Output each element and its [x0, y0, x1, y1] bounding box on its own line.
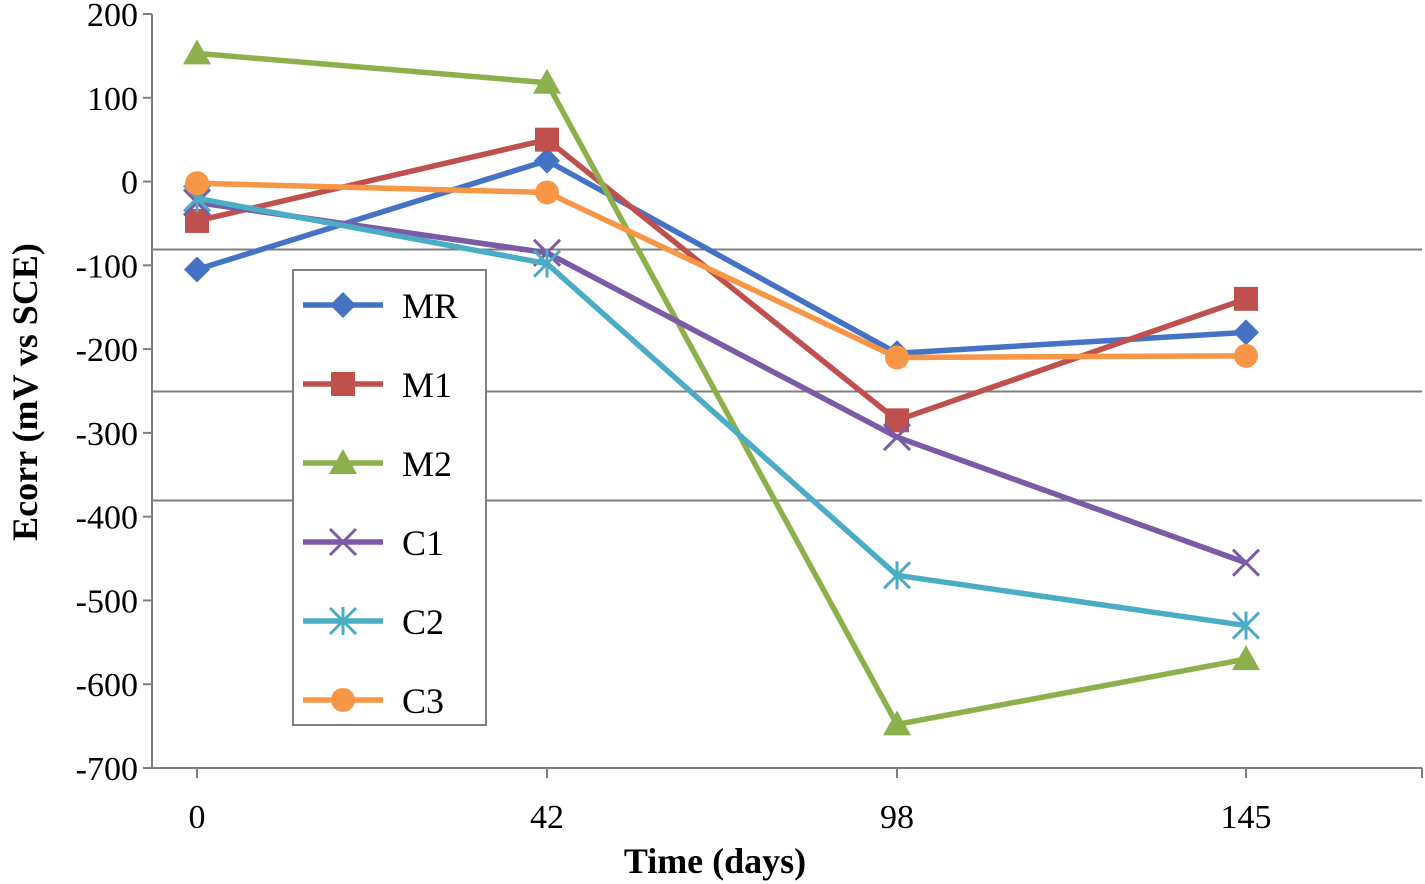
series-line-c3 [196, 180, 1247, 361]
y-tick-label: -700 [76, 751, 138, 788]
series-c3 [185, 171, 1258, 370]
legend-label-c2: C2 [402, 602, 444, 642]
point-c3-3 [1234, 343, 1258, 368]
y-tick-label: -400 [76, 500, 138, 537]
legend-label-c1: C1 [402, 523, 444, 563]
legend-label-m1: M1 [402, 365, 452, 405]
legend-marker-c1 [328, 527, 358, 557]
point-m1-1 [535, 127, 559, 152]
point-c1-3 [1231, 548, 1261, 577]
point-mr-1 [534, 147, 560, 174]
point-m2-0 [183, 39, 211, 65]
point-m2-2 [883, 710, 911, 736]
legend-marker-m1 [331, 372, 355, 396]
legend-marker-c3 [331, 688, 355, 712]
point-c1-2 [882, 423, 912, 452]
point-mr-0 [184, 256, 210, 283]
legend-marker-m2 [329, 449, 357, 474]
point-m2-3 [1232, 645, 1260, 671]
y-tick-label: -200 [76, 332, 138, 369]
point-mr-3 [1233, 319, 1259, 346]
x-tick-label: 42 [530, 799, 564, 836]
series-lines [182, 39, 1261, 736]
legend-item-c3: C3 [303, 681, 444, 721]
series-line-m1 [196, 136, 1247, 424]
legend-item-mr: MR [303, 286, 458, 326]
legend-label-mr: MR [402, 286, 458, 326]
x-tick-label: 145 [1221, 799, 1272, 836]
legend-item-c1: C1 [303, 523, 444, 563]
x-tick-label: 0 [189, 799, 206, 836]
y-tick-label: 200 [87, 0, 138, 34]
y-axis-title: Ecorr (mV vs SCE) [5, 243, 45, 541]
legend: MR M1 M2 C1 C2 C3 [292, 269, 487, 726]
point-c3-2 [885, 345, 909, 370]
y-tick-label: 100 [87, 81, 138, 118]
legend-item-m1: M1 [303, 365, 452, 405]
point-c2-3 [1231, 611, 1261, 640]
point-c2-2 [882, 561, 912, 590]
x-tick-label: 98 [880, 799, 914, 836]
y-tick-label: -600 [76, 667, 138, 704]
series-m2 [183, 39, 1260, 736]
legend-box [292, 269, 487, 726]
axes [143, 13, 1423, 778]
series-line-m2 [196, 50, 1247, 728]
point-c3-1 [535, 180, 559, 205]
y-tick-label: 0 [121, 165, 138, 202]
legend-marker-mr [330, 292, 356, 318]
point-m1-0 [185, 208, 209, 233]
x-axis-title: Time (days) [624, 841, 806, 881]
legend-marker-c2 [328, 606, 358, 636]
series-line-mr [196, 157, 1247, 357]
x-tick-labels: 0 42 98 145 [189, 799, 1272, 836]
point-c2-1 [532, 249, 562, 278]
series-line-c2 [196, 195, 1247, 629]
legend-item-m2: M2 [303, 444, 452, 484]
point-m1-3 [1234, 286, 1258, 311]
series-m1 [185, 127, 1258, 433]
legend-label-m2: M2 [402, 444, 452, 484]
series-line-c1 [196, 199, 1247, 566]
legend-item-c2: C2 [303, 602, 444, 642]
y-tick-label: -100 [76, 248, 138, 285]
point-m2-1 [533, 68, 561, 94]
point-c3-0 [185, 171, 209, 196]
y-tick-labels: 200 100 0 -100 -200 -300 -400 -500 -600 -700 [76, 0, 138, 788]
y-tick-label: -300 [76, 416, 138, 453]
y-tick-label: -500 [76, 583, 138, 620]
legend-label-c3: C3 [402, 681, 444, 721]
